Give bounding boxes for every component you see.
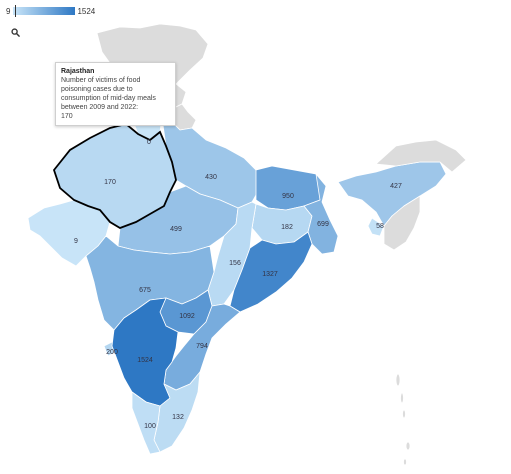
highlighted-region-outline <box>52 123 177 229</box>
search-button[interactable] <box>7 24 24 41</box>
region-value-label: 950 <box>282 193 294 200</box>
region-value-label: 9 <box>74 238 78 245</box>
island-shape <box>400 392 404 404</box>
island-shape <box>395 373 401 387</box>
region-value-label: 100 <box>144 423 156 430</box>
color-legend: 9 1524 <box>6 4 95 18</box>
region-value-label: 794 <box>196 343 208 350</box>
region-value-label: 1092 <box>179 313 195 320</box>
tooltip-description: Number of victims of food poisoning case… <box>61 77 156 111</box>
region-karnataka[interactable] <box>111 297 179 407</box>
legend-max-label: 1524 <box>77 6 96 16</box>
region-value-label: 200 <box>106 349 118 356</box>
region-value-label: 170 <box>104 179 116 186</box>
state-tooltip: Rajasthan Number of victims of food pois… <box>55 62 176 126</box>
region-meghalaya[interactable] <box>367 217 385 237</box>
tooltip-value: 170 <box>61 113 73 120</box>
legend-min-label: 9 <box>6 6 11 16</box>
island-shape <box>405 441 411 451</box>
magnifier-icon <box>11 28 20 37</box>
region-value-label: 1327 <box>262 271 278 278</box>
region-value-label: 156 <box>229 260 241 267</box>
region-arunachal-pradesh[interactable] <box>375 139 467 173</box>
region-value-label: 699 <box>317 221 329 228</box>
region-value-label: 499 <box>170 226 182 233</box>
legend-gradient-bar <box>13 5 76 17</box>
region-value-label: 427 <box>390 183 402 190</box>
region-value-label: 675 <box>139 287 151 294</box>
region-northeast-states[interactable] <box>383 195 421 251</box>
region-value-label: 182 <box>281 224 293 231</box>
island-shape <box>403 458 407 466</box>
region-value-label: 1524 <box>137 357 153 364</box>
tooltip-state-name: Rajasthan <box>61 68 95 75</box>
region-value-label: 0 <box>147 139 151 146</box>
region-value-label: 430 <box>205 174 217 181</box>
island-shape <box>402 409 406 419</box>
region-assam[interactable] <box>337 161 447 227</box>
region-value-label: 58 <box>376 223 384 230</box>
region-kerala[interactable] <box>131 391 161 455</box>
region-west-bengal[interactable] <box>303 173 339 255</box>
region-value-label: 132 <box>172 414 184 421</box>
region-odisha[interactable] <box>229 231 313 313</box>
